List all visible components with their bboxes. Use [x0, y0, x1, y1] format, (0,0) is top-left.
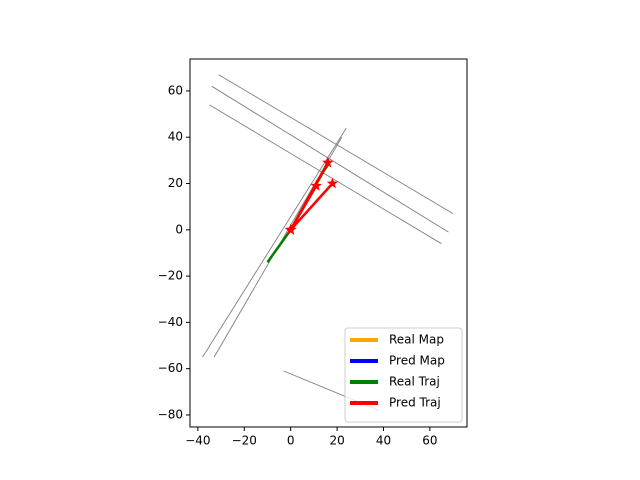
- y-tick-label: −60: [158, 361, 183, 375]
- star-marker: [285, 223, 297, 235]
- legend-label: Real Map: [389, 333, 444, 347]
- x-tick-label: 20: [329, 434, 344, 448]
- x-tick-label: 60: [422, 434, 437, 448]
- x-tick-label: −20: [232, 434, 257, 448]
- x-tick-label: 40: [376, 434, 391, 448]
- x-tick-label: 0: [287, 434, 295, 448]
- y-tick-label: 0: [175, 222, 183, 236]
- y-tick-label: −40: [158, 315, 183, 329]
- star-marker: [322, 156, 334, 168]
- map-line: [202, 74, 454, 411]
- y-tick-label: −20: [158, 269, 183, 283]
- legend-box: [344, 327, 463, 423]
- legend-label: Pred Map: [389, 354, 445, 368]
- y-tick-label: −80: [158, 407, 183, 421]
- x-tick-label: −40: [185, 434, 210, 448]
- y-tick-label: 60: [168, 83, 183, 97]
- plot-frame: [189, 58, 468, 428]
- star-marker: [326, 177, 339, 189]
- series-line: [289, 162, 334, 231]
- legend-label: Pred Traj: [389, 396, 441, 410]
- y-tick-label: 20: [168, 176, 183, 190]
- y-tick-label: 40: [168, 130, 183, 144]
- legend-label: Real Traj: [389, 375, 440, 389]
- star-marker: [310, 179, 322, 191]
